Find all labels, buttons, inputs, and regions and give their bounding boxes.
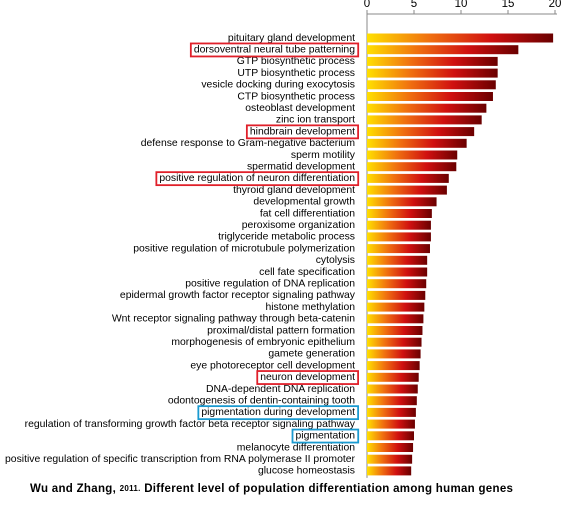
y-tick-label: proximal/distal pattern formation	[207, 325, 355, 336]
bar	[367, 454, 413, 464]
y-tick-label: odontogenesis of dentin-containing tooth	[168, 395, 355, 406]
bar	[367, 302, 425, 312]
bar	[367, 407, 416, 417]
y-tick-label: hindbrain development	[250, 126, 355, 137]
bar	[367, 372, 419, 382]
bar	[367, 162, 457, 172]
y-tick-label: pigmentation during development	[201, 407, 355, 418]
highlight-box	[291, 428, 360, 444]
bar	[367, 127, 475, 137]
bar	[367, 138, 467, 148]
y-tick-label: pigmentation	[296, 431, 356, 442]
bar	[367, 232, 431, 242]
y-tick-label: triglyceride metabolic process	[218, 232, 355, 243]
y-tick-label: Wnt receptor signaling pathway through b…	[112, 314, 355, 325]
bar	[367, 209, 432, 218]
caption-text: Different level of population differenti…	[144, 483, 513, 495]
bar	[367, 361, 420, 371]
y-tick-label: regulation of transforming growth factor…	[25, 419, 356, 430]
y-tick-label: epidermal growth factor receptor signali…	[120, 290, 356, 301]
bar	[367, 326, 423, 335]
y-tick-label: glucose homeostasis	[258, 466, 355, 477]
y-tick-label: cytolysis	[316, 255, 355, 266]
bar	[367, 115, 482, 125]
bar	[367, 80, 496, 90]
y-tick-label: defense response to Gram-negative bacter…	[141, 138, 355, 149]
bar	[367, 443, 414, 452]
x-tick-label: 5	[411, 0, 417, 10]
y-tick-label: vesicle docking during exocytosis	[201, 80, 355, 91]
x-tick-label: 20	[549, 0, 562, 10]
y-tick-label: dorsoventral neural tube patterning	[194, 44, 355, 55]
caption: Wu and Zhang, 2011. Different level of p…	[30, 483, 513, 495]
bar	[367, 244, 430, 254]
bar	[367, 337, 422, 347]
caption-year: 2011.	[120, 484, 141, 493]
bar	[367, 220, 431, 230]
y-tick-label: developmental growth	[253, 197, 355, 208]
bar	[367, 466, 412, 476]
bar	[367, 431, 414, 441]
y-tick-label: histone methylation	[265, 302, 355, 313]
highlight-box	[155, 171, 360, 187]
y-tick-label: positive regulation of microtubule polym…	[133, 243, 355, 254]
bar	[367, 255, 428, 265]
y-tick-label: positive regulation of DNA replication	[185, 278, 355, 289]
y-tick-label: eye photoreceptor cell development	[190, 360, 355, 371]
bar	[367, 267, 428, 277]
highlight-box	[189, 42, 360, 58]
bar	[367, 314, 424, 324]
bar	[367, 349, 421, 359]
caption-authors: Wu and Zhang,	[30, 483, 116, 495]
y-tick-label: UTP biosynthetic process	[237, 68, 355, 79]
bar	[367, 150, 458, 160]
x-tick-label: 0	[364, 0, 370, 10]
y-tick-label: morphogenesis of embryonic epithelium	[171, 337, 355, 348]
bar	[367, 56, 498, 66]
bar	[367, 45, 519, 55]
y-tick-label: osteoblast development	[245, 103, 355, 114]
y-tick-label: neuron development	[260, 372, 355, 383]
bar	[367, 419, 415, 429]
x-tick-label: 10	[455, 0, 468, 10]
bar	[367, 103, 487, 113]
bar	[367, 33, 554, 43]
y-tick-label: melanocyte differentiation	[237, 442, 355, 453]
bar	[367, 92, 493, 101]
highlight-box	[256, 370, 360, 385]
highlight-box	[197, 405, 360, 421]
y-tick-label: fat cell differentiation	[260, 208, 355, 219]
bar	[367, 396, 417, 406]
x-tick-label: 15	[502, 0, 515, 10]
y-tick-label: peroxisome organization	[242, 220, 355, 231]
y-tick-label: DNA-dependent DNA replication	[206, 384, 355, 395]
highlight-box	[245, 124, 360, 140]
y-tick-label: zinc ion transport	[276, 115, 355, 126]
y-tick-label: cell fate specification	[259, 267, 355, 278]
bar	[367, 197, 437, 207]
y-tick-label: thyroid gland development	[233, 185, 355, 196]
y-tick-label: gamete generation	[268, 349, 355, 360]
y-tick-label: GTP biosynthetic process	[237, 56, 355, 67]
y-tick-label: pituitary gland development	[228, 33, 355, 44]
y-tick-label: spermatid development	[247, 161, 355, 172]
y-tick-label: CTP biosynthetic process	[237, 91, 355, 102]
bar	[367, 290, 426, 300]
bar	[367, 68, 498, 78]
y-tick-label: sperm motility	[291, 150, 356, 161]
y-tick-label: positive regulation of neuron differenti…	[159, 173, 355, 184]
bar	[367, 279, 427, 289]
bar	[367, 185, 447, 195]
bar	[367, 173, 449, 183]
bar	[367, 384, 418, 394]
y-tick-label: positive regulation of specific transcri…	[5, 454, 356, 465]
